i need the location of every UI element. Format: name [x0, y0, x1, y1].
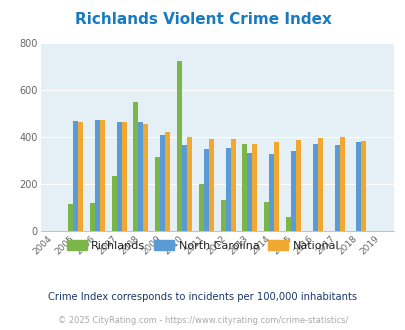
Bar [181, 145, 187, 231]
Bar [90, 203, 94, 231]
Bar [356, 142, 360, 231]
Bar [285, 217, 290, 231]
Bar [133, 102, 138, 231]
Bar [160, 135, 165, 231]
Bar [138, 122, 143, 231]
Bar [273, 142, 279, 231]
Bar [203, 149, 208, 231]
Bar [198, 184, 203, 231]
Bar [116, 122, 121, 231]
Bar [242, 145, 247, 231]
Bar [225, 148, 230, 231]
Text: Crime Index corresponds to incidents per 100,000 inhabitants: Crime Index corresponds to incidents per… [48, 292, 357, 302]
Bar [143, 124, 148, 231]
Bar [360, 141, 366, 231]
Bar [94, 120, 100, 231]
Bar [165, 132, 170, 231]
Bar [312, 144, 317, 231]
Bar [68, 204, 73, 231]
Bar [247, 153, 252, 231]
Bar [252, 145, 257, 231]
Bar [317, 138, 322, 231]
Bar [220, 200, 225, 231]
Bar [295, 141, 300, 231]
Bar [334, 145, 339, 231]
Bar [122, 122, 126, 231]
Bar [111, 176, 116, 231]
Bar [100, 120, 104, 231]
Bar [339, 137, 344, 231]
Legend: Richlands, North Carolina, National: Richlands, North Carolina, National [62, 236, 343, 255]
Bar [269, 154, 273, 231]
Bar [290, 150, 295, 231]
Bar [73, 121, 78, 231]
Text: Richlands Violent Crime Index: Richlands Violent Crime Index [75, 12, 330, 26]
Bar [264, 202, 269, 231]
Text: © 2025 CityRating.com - https://www.cityrating.com/crime-statistics/: © 2025 CityRating.com - https://www.city… [58, 316, 347, 325]
Bar [187, 137, 192, 231]
Bar [155, 157, 160, 231]
Bar [208, 139, 213, 231]
Bar [230, 139, 235, 231]
Bar [78, 122, 83, 231]
Bar [177, 60, 181, 231]
